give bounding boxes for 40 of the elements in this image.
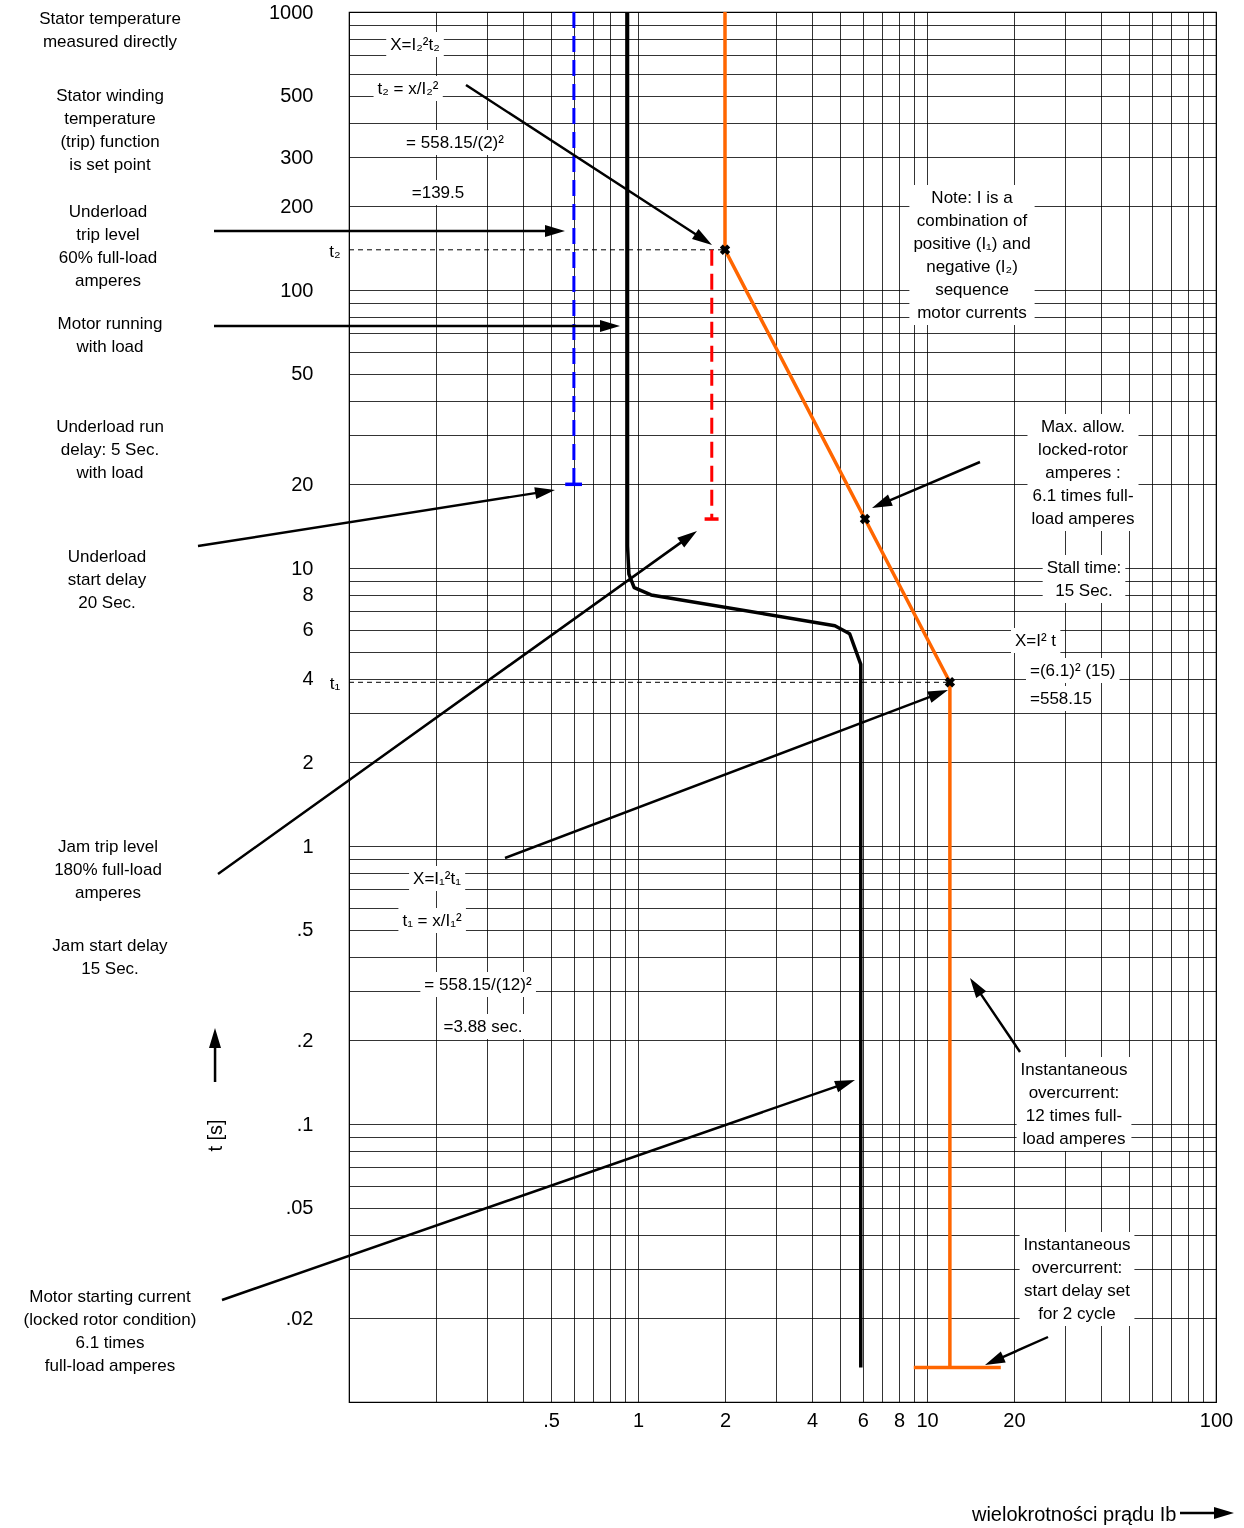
text: Stator temperature measured directly (39, 9, 181, 51)
y-tick-label: .5 (296, 918, 314, 941)
y-tick-label: 300 (280, 145, 314, 168)
y-tick-label: .2 (296, 1028, 314, 1051)
y-axis-title: t [s] (203, 1119, 226, 1152)
y-tick-label: 6 (302, 618, 314, 641)
y-tick-label: 1 (302, 834, 314, 857)
y-tick-label: 200 (280, 194, 314, 217)
x-tick-label: 20 (1003, 1408, 1026, 1431)
x-tick-label: 6 (857, 1408, 869, 1431)
x-tick-label: 100 (1199, 1408, 1234, 1431)
annotation: t₁ (329, 674, 341, 694)
text: Underload start delay 20 Sec. (67, 547, 147, 612)
y-tick-label: 500 (280, 84, 314, 107)
x-tick-label: 10 (916, 1408, 939, 1431)
y-tick-label: 20 (291, 472, 314, 495)
y-tick-label: .02 (285, 1306, 314, 1329)
annotation: t₂ (329, 241, 341, 261)
text: Motor starting current (locked rotor condition) 6.1 times full-load amperes (23, 1287, 197, 1375)
text: Jam trip level 180% full-load amperes (54, 837, 162, 902)
x-tick-label: 1 (632, 1408, 645, 1431)
y-tick-label: 8 (302, 583, 314, 606)
text: Stator winding temperature (trip) function is set point (56, 86, 164, 174)
y-tick-label: 10 (291, 556, 314, 579)
x-tick-label: 2 (719, 1408, 732, 1431)
y-tick-label: 50 (291, 362, 314, 385)
y-tick-label: 100 (280, 278, 314, 301)
x-tick-label: 8 (893, 1408, 906, 1431)
text: Underload run delay: 5 Sec. with load (56, 417, 164, 482)
text: Underload trip level 60% full-load amperes (58, 202, 158, 290)
x-tick-label: .5 (543, 1408, 560, 1431)
y-tick-label: .05 (285, 1196, 314, 1219)
y-tick-label: 2 (302, 750, 314, 773)
x-axis-title: wielokrotności prądu Ib (970, 1502, 1177, 1525)
y-tick-label: .1 (296, 1112, 314, 1135)
y-tick-label: 1000 (269, 0, 314, 23)
x-tick-label: 4 (806, 1408, 819, 1431)
y-tick-label: 4 (302, 667, 314, 690)
text: Motor running with load (57, 314, 163, 356)
text: Jam start delay 15 Sec. (52, 936, 169, 978)
